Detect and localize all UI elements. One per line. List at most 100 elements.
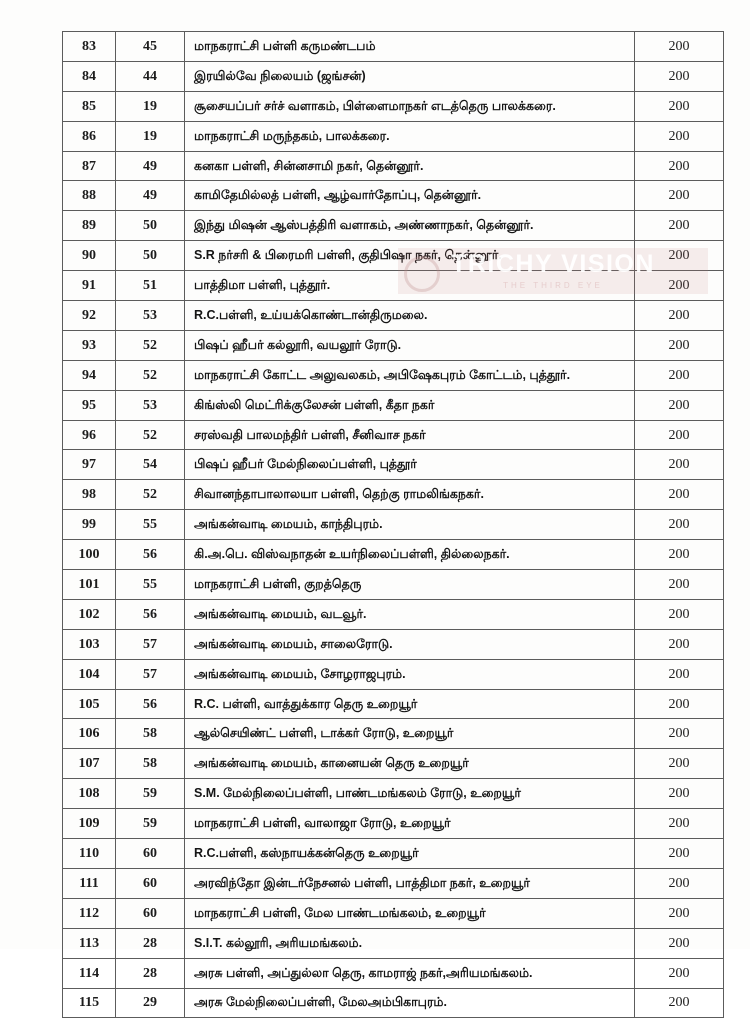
cell-place-name-text: இந்து மிஷன் ஆஸ்பத்திரி வளாகம், அண்ணாநகர்… — [194, 218, 534, 233]
cell-place-name: பிஷப் ஹீபர் மேல்நிலைப்பள்ளி, புத்தூர் — [184, 449, 635, 481]
cell-place-name: அங்கன்வாடி மையம், வடவூர். — [184, 598, 635, 630]
cell-place-name-text: S.I.T. கல்லூரி, அரியமங்கலம். — [194, 935, 363, 950]
table-row: 88 49 காமிதேமில்லத் பள்ளி, ஆழ்வார்தோப்பு, … — [62, 180, 724, 212]
cell-count: 200 — [634, 120, 724, 152]
cell-count: 200 — [634, 778, 724, 810]
cell-count-text: 200 — [668, 337, 690, 353]
cell-count: 200 — [634, 300, 724, 331]
cell-serial-number: 101 — [62, 569, 116, 600]
cell-ward-number-text: 56 — [143, 547, 157, 563]
cell-place-name: சிவானந்தாபாலாலயா பள்ளி, தெற்கு ராமலிங்கந… — [184, 479, 635, 511]
cell-count-text: 200 — [668, 606, 690, 622]
cell-count-text: 200 — [668, 517, 690, 533]
cell-serial-number-text: 115 — [78, 995, 100, 1011]
cell-serial-number-text: 113 — [78, 935, 100, 951]
cell-count-text: 200 — [668, 786, 690, 802]
cell-place-name-text: மாநகராட்சி மருந்தகம், பாலக்கரை. — [194, 128, 390, 143]
cell-count-text: 200 — [668, 995, 690, 1011]
cell-serial-number-text: 97 — [82, 457, 96, 473]
cell-place-name-text: கி.அ.பெ. விஸ்வநாதன் உயர்நிலைப்பள்ளி, தில… — [194, 547, 510, 562]
cell-place-name: சூசையப்பர் சர்ச் வளாகம், பிள்ளைமாநகர் எட… — [184, 90, 635, 122]
cell-place-name-text: பிஷப் ஹீபர் கல்லூரி, வயலூர் ரோடு. — [194, 337, 402, 352]
table-row: 89 50 இந்து மிஷன் ஆஸ்பத்திரி வளாகம், அண்ணா… — [62, 210, 724, 242]
table-row: 103 57 அங்கன்வாடி மையம், சாலைரோடு. 200 — [62, 628, 724, 660]
cell-place-name: கி.அ.பெ. விஸ்வநாதன் உயர்நிலைப்பள்ளி, தில… — [184, 539, 635, 571]
cell-count: 200 — [634, 867, 724, 899]
cell-place-name: ஆல்செயிண்ட் பள்ளி, டாக்கர் ரோடு, உறையூர் — [184, 718, 635, 750]
cell-serial-number: 104 — [62, 658, 116, 690]
cell-ward-number-text: 50 — [143, 248, 157, 264]
cell-ward-number-text: 57 — [143, 636, 157, 652]
table-row: 101 55 மாநகராட்சி பள்ளி, குறத்தெரு 200 — [62, 569, 724, 600]
cell-count: 200 — [634, 419, 724, 451]
cell-ward-number: 28 — [115, 957, 185, 989]
cell-serial-number: 103 — [62, 628, 116, 660]
cell-place-name-text: அங்கன்வாடி மையம், சாலைரோடு. — [194, 636, 393, 651]
cell-place-name: சரஸ்வதி பாலமந்திர் பள்ளி, சீனிவாச நகர் — [184, 419, 635, 451]
cell-serial-number: 105 — [62, 688, 116, 720]
cell-count: 200 — [634, 658, 724, 690]
cell-count: 200 — [634, 479, 724, 511]
cell-count: 200 — [634, 927, 724, 959]
cell-count: 200 — [634, 180, 724, 212]
cell-serial-number-text: 114 — [78, 965, 100, 981]
cell-serial-number-text: 85 — [82, 98, 96, 114]
table-row: 111 60 அரவிந்தோ இன்டர்நேசனல் பள்ளி, பாத்தி… — [62, 867, 724, 899]
cell-ward-number: 44 — [115, 60, 185, 92]
cell-ward-number: 55 — [115, 569, 185, 600]
cell-count-text: 200 — [668, 248, 690, 264]
cell-serial-number: 108 — [62, 778, 116, 810]
cell-serial-number: 92 — [62, 300, 116, 331]
cell-ward-number: 53 — [115, 389, 185, 421]
table-row: 84 44 இரயில்வே நிலையம் (ஜங்சன்) 200 — [62, 60, 724, 92]
cell-ward-number-text: 52 — [143, 367, 157, 383]
cell-serial-number: 93 — [62, 329, 116, 361]
cell-serial-number-text: 86 — [82, 128, 96, 144]
table-row: 105 56 R.C. பள்ளி, வாத்துக்கார தெரு உறையூர… — [62, 688, 724, 720]
table-row: 104 57 அங்கன்வாடி மையம், சோழராஜபுரம். 200 — [62, 658, 724, 690]
cell-ward-number: 52 — [115, 359, 185, 391]
table-row: 91 51 பாத்திமா பள்ளி, புத்தூர். 200 — [62, 270, 724, 302]
cell-place-name: அங்கன்வாடி மையம், சாலைரோடு. — [184, 628, 635, 660]
cell-place-name: R.C. பள்ளி, வாத்துக்கார தெரு உறையூர் — [184, 688, 635, 720]
table-row: 95 53 கிங்ஸ்லி மெட்ரிக்குலேசன் பள்ளி, கீதா… — [62, 389, 724, 421]
cell-place-name: அரவிந்தோ இன்டர்நேசனல் பள்ளி, பாத்திமா நக… — [184, 867, 635, 899]
cell-ward-number-text: 56 — [143, 696, 157, 712]
cell-place-name: இந்து மிஷன் ஆஸ்பத்திரி வளாகம், அண்ணாநகர்… — [184, 210, 635, 242]
cell-serial-number: 84 — [62, 60, 116, 92]
table-row: 96 52 சரஸ்வதி பாலமந்திர் பள்ளி, சீனிவாச நக… — [62, 419, 724, 451]
cell-serial-number: 89 — [62, 210, 116, 242]
cell-serial-number-text: 93 — [82, 337, 96, 353]
cell-ward-number-text: 52 — [143, 487, 157, 503]
cell-count-text: 200 — [668, 98, 690, 114]
cell-serial-number: 110 — [62, 838, 116, 869]
table-row: 110 60 R.C.பள்ளி, கஸ்நாயக்கன்தெரு உறையூர் 2… — [62, 838, 724, 869]
cell-ward-number: 49 — [115, 150, 185, 182]
table-row: 114 28 அரசு பள்ளி, அப்துல்லா தெரு, காமராஜ்… — [62, 957, 724, 989]
table-row: 94 52 மாநகராட்சி கோட்ட அலுவலகம், அபிஷேகபுர… — [62, 359, 724, 391]
cell-ward-number-text: 50 — [143, 218, 157, 234]
cell-ward-number: 57 — [115, 628, 185, 660]
cell-place-name: அரசு பள்ளி, அப்துல்லா தெரு, காமராஜ் நகர்… — [184, 957, 635, 989]
cell-count: 200 — [634, 539, 724, 571]
cell-count-text: 200 — [668, 397, 690, 413]
cell-count: 200 — [634, 90, 724, 122]
cell-count-text: 200 — [668, 636, 690, 652]
cell-ward-number: 59 — [115, 808, 185, 840]
cell-place-name-text: S.M. மேல்நிலைப்பள்ளி, பாண்டமங்கலம் ரோடு,… — [194, 786, 521, 801]
cell-serial-number: 87 — [62, 150, 116, 182]
cell-count-text: 200 — [668, 666, 690, 682]
cell-place-name-text: அரசு மேல்நிலைப்பள்ளி, மேலஅம்பிகாபுரம். — [194, 995, 447, 1010]
cell-ward-number: 60 — [115, 897, 185, 929]
cell-count: 200 — [634, 569, 724, 600]
cell-ward-number-text: 58 — [143, 726, 157, 742]
cell-ward-number-text: 53 — [143, 307, 157, 323]
cell-serial-number: 114 — [62, 957, 116, 989]
cell-place-name: கனகா பள்ளி, சின்னசாமி நகர், தென்னூர். — [184, 150, 635, 182]
table-row: 115 29 அரசு மேல்நிலைப்பள்ளி, மேலஅம்பிகாபுர… — [62, 987, 724, 1018]
cell-place-name-text: பிஷப் ஹீபர் மேல்நிலைப்பள்ளி, புத்தூர் — [194, 457, 417, 472]
cell-count: 200 — [634, 748, 724, 780]
cell-place-name-text: சூசையப்பர் சர்ச் வளாகம், பிள்ளைமாநகர் எட… — [194, 98, 556, 113]
cell-serial-number-text: 98 — [82, 487, 96, 503]
cell-count-text: 200 — [668, 68, 690, 84]
